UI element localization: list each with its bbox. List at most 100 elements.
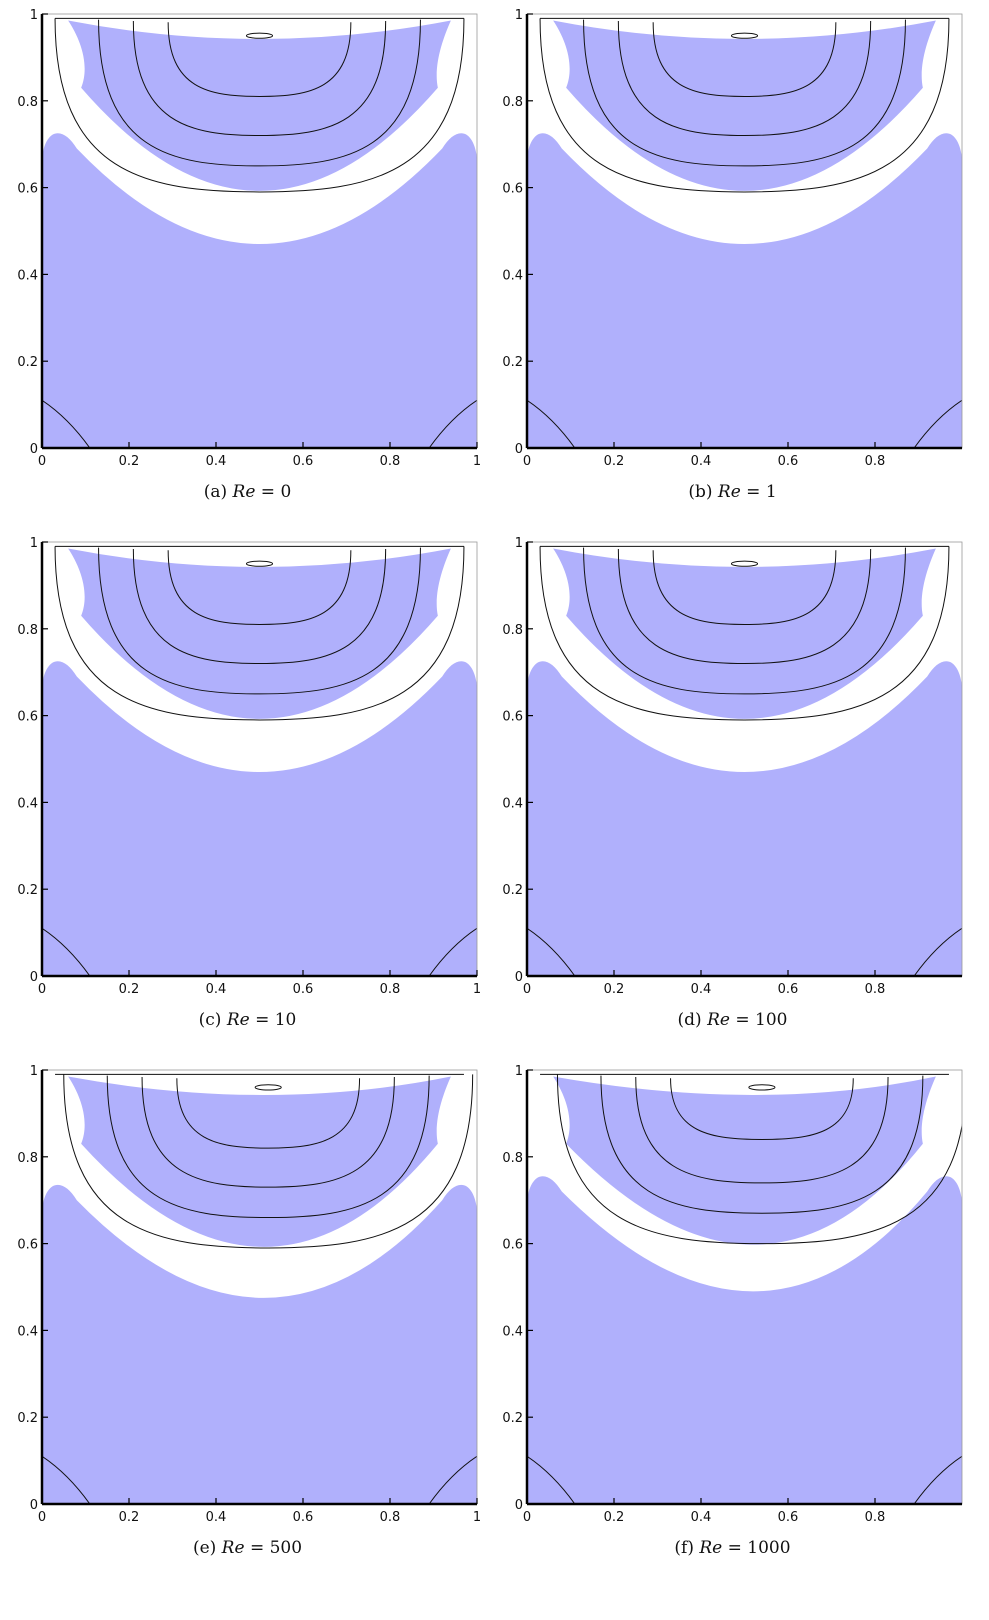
vortex-core <box>245 32 274 39</box>
outer-fill-region <box>527 661 962 976</box>
y-tick-label: 1 <box>30 1064 38 1079</box>
streamline <box>167 550 352 625</box>
streamline <box>539 18 950 193</box>
x-tick-label: 0.4 <box>206 1510 227 1525</box>
streamline <box>54 546 465 721</box>
chart-plot: 0 0.2 0.4 0.6 0.8 1 0 0.2 0.4 0.6 0.8 1 <box>17 536 481 997</box>
y-tick-label: 0 <box>30 442 38 457</box>
y-tick-label: 0.6 <box>17 182 38 197</box>
panel-caption: (d) Re = 100 <box>485 1010 980 1030</box>
vortex-core <box>748 1084 776 1091</box>
streamline <box>63 1074 474 1249</box>
inner-fill-region <box>553 548 936 719</box>
x-tick-label: 0.6 <box>293 1510 314 1525</box>
outer-fill-region <box>42 133 477 448</box>
x-tick-label: 0.2 <box>119 982 140 997</box>
y-tick-label: 0 <box>515 442 523 457</box>
panel-caption: (f) Re = 1000 <box>485 1538 980 1558</box>
y-tick-label: 0.2 <box>502 1411 523 1426</box>
x-tick-label: 0 <box>523 454 531 469</box>
corner-streamline <box>913 399 962 448</box>
streamline <box>556 1074 962 1245</box>
caption-variable: Re <box>707 1010 730 1030</box>
caption-variable: Re <box>232 482 256 502</box>
x-tick-label: 0.4 <box>691 454 712 469</box>
outer-fill-region <box>527 133 962 448</box>
y-tick-label: 1 <box>515 536 523 551</box>
streamline <box>132 548 387 665</box>
x-tick-label: 0.4 <box>206 982 227 997</box>
y-tick-label: 0.6 <box>502 182 523 197</box>
y-tick-label: 0 <box>30 970 38 985</box>
streamline <box>600 1075 924 1214</box>
streamline <box>106 1075 430 1219</box>
x-tick-label: 0.2 <box>119 454 140 469</box>
streamline <box>652 550 837 625</box>
vortex-core <box>245 560 274 567</box>
chart-plot: 0 0.2 0.4 0.6 0.8 1 0 0.2 0.4 0.6 0.8 1 <box>17 1064 481 1525</box>
caption-variable: Re <box>717 482 741 502</box>
streamline <box>652 22 837 97</box>
y-tick-label: 0.2 <box>17 355 38 370</box>
caption-variable: Re <box>221 1538 245 1558</box>
x-tick-label: 0.4 <box>691 982 712 997</box>
corner-streamline <box>428 399 477 448</box>
y-tick-label: 0.4 <box>502 268 523 283</box>
y-tick-label: 0.2 <box>502 355 523 370</box>
corner-streamline <box>428 927 477 976</box>
x-tick-label: 0 <box>38 454 46 469</box>
y-tick-label: 0 <box>515 970 523 985</box>
caption-label: (f) <box>674 1538 700 1558</box>
y-tick-label: 0.4 <box>17 796 38 811</box>
x-tick-label: 1 <box>473 454 481 469</box>
x-tick-label: 0 <box>523 1510 531 1525</box>
inner-fill-region <box>68 20 451 191</box>
chart-plot: 0 0.2 0.4 0.6 0.8 0 0.2 0.4 0.6 0.8 1 <box>502 536 963 997</box>
caption-value: = 500 <box>244 1538 303 1558</box>
y-tick-label: 0.2 <box>17 1411 38 1426</box>
corner-streamline <box>527 399 576 448</box>
inner-fill-region <box>68 1076 451 1247</box>
x-tick-label: 0.6 <box>778 1510 799 1525</box>
corner-streamline <box>42 1455 91 1504</box>
corner-streamline <box>42 927 91 976</box>
chart-plot: 0 0.2 0.4 0.6 0.8 0 0.2 0.4 0.6 0.8 1 <box>502 1064 963 1525</box>
y-tick-label: 0.2 <box>502 883 523 898</box>
chart-panel: 0 0.2 0.4 0.6 0.8 1 0 0.2 0.4 0.6 0.8 1 (c) Re = 10 <box>0 528 495 1068</box>
caption-label: (b) <box>688 482 718 502</box>
vortex-core <box>254 1084 282 1091</box>
y-tick-label: 0.8 <box>17 95 38 110</box>
streamline <box>141 1076 395 1188</box>
y-tick-label: 0.4 <box>502 1324 523 1339</box>
streamline <box>54 18 465 193</box>
caption-value: = 100 <box>729 1010 788 1030</box>
panel-caption: (c) Re = 10 <box>0 1010 495 1030</box>
x-tick-label: 0.8 <box>865 1510 886 1525</box>
streamline <box>617 20 872 137</box>
streamline <box>583 19 906 167</box>
panel-caption: (b) Re = 1 <box>485 482 980 502</box>
x-tick-label: 0.8 <box>380 454 401 469</box>
x-tick-label: 0.8 <box>865 454 886 469</box>
caption-label: (e) <box>192 1538 222 1558</box>
x-tick-label: 1 <box>473 982 481 997</box>
x-tick-label: 0.4 <box>206 454 227 469</box>
streamline <box>670 1078 854 1140</box>
streamline <box>98 547 421 695</box>
chart-plot: 0 0.2 0.4 0.6 0.8 1 0 0.2 0.4 0.6 0.8 1 <box>17 8 481 469</box>
y-tick-label: 0.4 <box>502 796 523 811</box>
x-tick-label: 0 <box>523 982 531 997</box>
inner-fill-region <box>553 20 936 191</box>
outer-fill-region <box>42 1184 477 1504</box>
y-tick-label: 1 <box>515 1064 523 1079</box>
streamline <box>167 22 352 97</box>
chart-panel: 0 0.2 0.4 0.6 0.8 1 0 0.2 0.4 0.6 0.8 1 (e) Re = 500 <box>0 1056 495 1596</box>
caption-label: (d) <box>677 1010 708 1030</box>
x-tick-label: 0.8 <box>380 982 401 997</box>
panel-caption: (a) Re = 0 <box>0 482 495 502</box>
chart-panel: 0 0.2 0.4 0.6 0.8 0 0.2 0.4 0.6 0.8 1 (f) Re = 1000 <box>485 1056 980 1596</box>
caption-value: = 0 <box>255 482 292 502</box>
streamline <box>98 19 421 167</box>
y-tick-label: 1 <box>30 8 38 23</box>
x-tick-label: 0.4 <box>691 1510 712 1525</box>
